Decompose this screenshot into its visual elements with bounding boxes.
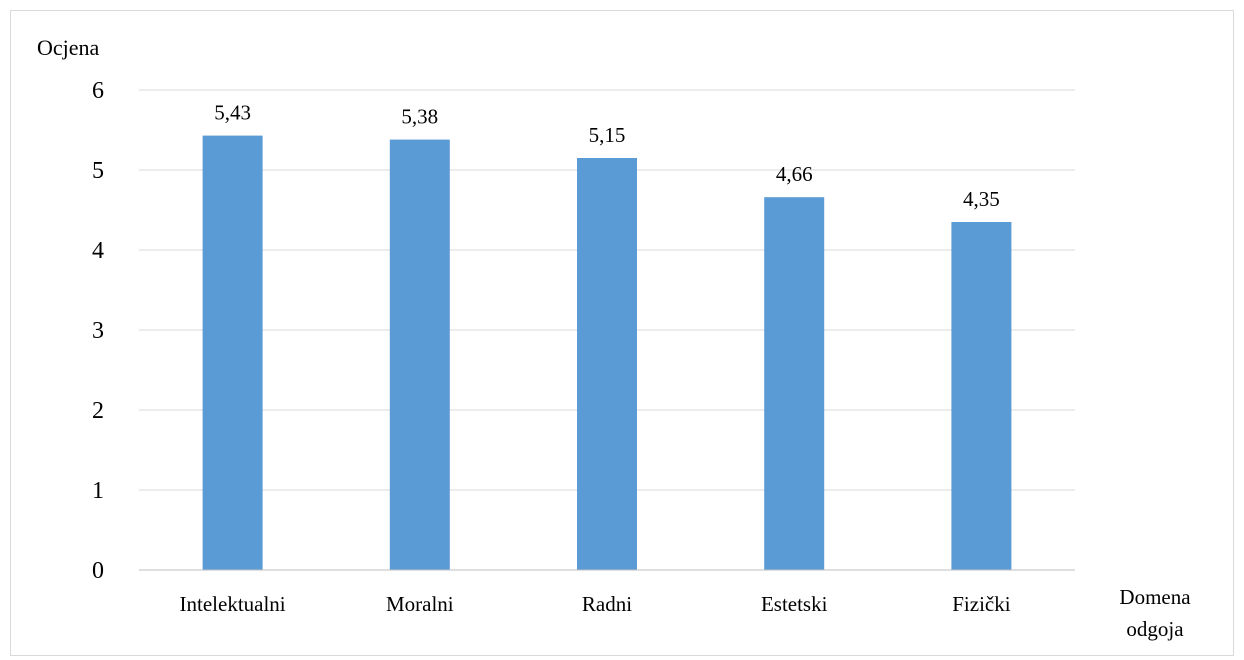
x-tick-label: Radni — [582, 592, 632, 616]
bar — [389, 139, 450, 570]
bars — [202, 135, 1012, 570]
y-tick-label: 4 — [92, 238, 104, 264]
x-tick-label: Fizički — [952, 592, 1010, 616]
y-axis-tick-labels: 0 1 2 3 4 5 6 — [92, 78, 104, 584]
x-axis-title-line-1: Domena — [1119, 585, 1191, 609]
x-tick-label: Estetski — [761, 592, 828, 616]
y-tick-label: 3 — [92, 318, 104, 344]
x-tick-label: Intelektualni — [180, 592, 286, 616]
y-tick-label: 1 — [92, 478, 104, 504]
bar — [202, 135, 263, 570]
y-tick-label: 2 — [92, 398, 104, 424]
bar — [951, 222, 1012, 570]
y-tick-label: 6 — [92, 78, 104, 104]
bar — [764, 197, 825, 570]
data-label: 4,35 — [963, 187, 1000, 211]
bar — [577, 158, 637, 570]
data-label: 5,15 — [589, 123, 626, 147]
x-tick-label: Moralni — [386, 592, 454, 616]
data-label: 4,66 — [776, 162, 813, 186]
x-axis-title-line-2: odgoja — [1126, 617, 1184, 641]
data-label: 5,38 — [401, 105, 438, 129]
y-tick-label: 5 — [92, 158, 104, 184]
y-axis-title: Ocjena — [37, 35, 100, 60]
x-axis-tick-labels: Intelektualni Moralni Radni Estetski Fizički — [180, 592, 1011, 616]
data-labels: 5,43 5,38 5,15 4,66 4,35 — [214, 101, 1000, 211]
y-tick-label: 0 — [92, 558, 104, 584]
data-label: 5,43 — [214, 101, 251, 125]
